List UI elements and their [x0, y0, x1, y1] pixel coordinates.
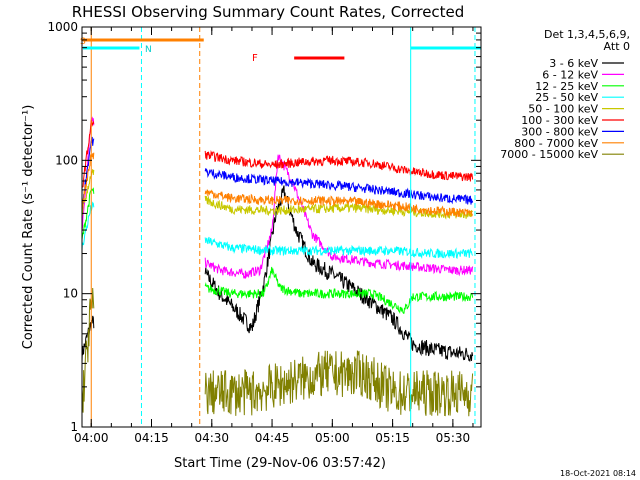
plot-frame [81, 26, 482, 428]
legend-label-4: 25 - 50 keV [535, 91, 598, 104]
flag-label-flare: F [252, 53, 258, 64]
x-tick-label-4: 04:45 [255, 431, 290, 445]
legend-label-7: 300 - 800 keV [521, 125, 598, 138]
flag-layer: S N F [80, 37, 481, 64]
chart-title: RHESSI Observing Summary Count Rates, Co… [72, 3, 465, 21]
x-tick-label-3: 04:30 [194, 431, 229, 445]
legend-label-6: 100 - 300 keV [521, 114, 598, 127]
legend-label-9: 7000 - 15000 keV [500, 148, 598, 161]
y-tick-label-1: 1 [70, 420, 78, 434]
flag-label-night: N [145, 45, 152, 55]
axes-layer: 1 10 100 1000 04:00 04:15 04:30 04:45 05:00 05:15… [47, 20, 482, 445]
y-axis-label: Corrected Count Rate (s⁻¹ detector⁻¹) [21, 105, 36, 350]
series-line-6 [82, 119, 474, 189]
y-tick-label-3: 100 [55, 153, 78, 167]
series-line-9 [82, 287, 474, 417]
y-tick-label-2: 10 [63, 287, 78, 301]
series-line-4 [82, 201, 474, 260]
legend-header-line-2: Att 0 [604, 40, 630, 53]
legend-label-1: 3 - 6 keV [549, 57, 598, 70]
x-tick-label-6: 05:15 [375, 431, 410, 445]
flag-label-saa: S [80, 37, 86, 47]
legend-label-3: 12 - 25 keV [535, 80, 598, 93]
legend-label-5: 50 - 100 keV [528, 103, 598, 116]
series-line-3 [82, 187, 474, 314]
x-axis-label: Start Time (29-Nov-06 03:57:42) [174, 456, 386, 471]
footer-timestamp: 18-Oct-2021 08:14 [560, 469, 636, 478]
series-line-8 [82, 152, 474, 218]
x-tick-label-5: 05:00 [315, 431, 350, 445]
x-tick-label-7: 05:30 [436, 431, 471, 445]
x-tick-label-2: 04:15 [134, 431, 169, 445]
legend-label-2: 6 - 12 keV [542, 68, 598, 81]
y-tick-label-4: 1000 [47, 20, 78, 34]
legend-label-8: 800 - 7000 keV [514, 137, 598, 150]
marker-layer [90, 27, 476, 427]
series-layer [82, 116, 474, 417]
series-line-2 [82, 116, 474, 280]
legend-header-line-1: Det 1,3,4,5,6,9, [544, 28, 630, 41]
x-tick-label-1: 04:00 [74, 431, 109, 445]
legend-header: Det 1,3,4,5,6,9, Att 0 [544, 28, 630, 53]
